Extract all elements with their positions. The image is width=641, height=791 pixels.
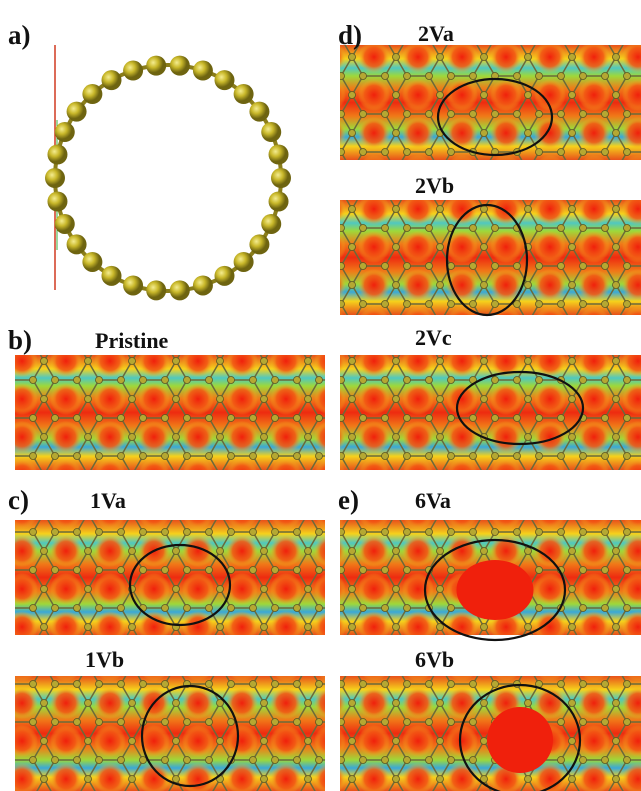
atom xyxy=(249,234,269,254)
atom xyxy=(269,145,289,165)
map-lattice xyxy=(15,520,325,635)
map-lattice xyxy=(340,200,641,315)
figure: a) b) Pristine c) 1Va 1Vb d) 2Va 2Vb 2Vc e) 6Va 6Vb xyxy=(0,0,641,791)
atom xyxy=(82,252,102,272)
panel-label: e) xyxy=(338,485,359,515)
atom xyxy=(234,84,254,104)
panel-label: a) xyxy=(8,20,31,50)
atom xyxy=(215,266,235,286)
map-title: 1Va xyxy=(90,488,126,513)
panel-label: c) xyxy=(8,485,29,515)
map-lattice xyxy=(340,355,641,470)
panel-label: b) xyxy=(8,325,32,355)
atom xyxy=(261,214,281,234)
map-title: 1Vb xyxy=(85,647,124,672)
density-map xyxy=(15,520,325,635)
atom xyxy=(170,56,190,76)
density-map xyxy=(340,676,641,791)
atom xyxy=(146,56,166,76)
ring-atoms xyxy=(45,56,291,301)
atom xyxy=(67,102,87,122)
vacancy-blob xyxy=(457,560,534,620)
map-title: 6Va xyxy=(415,488,451,513)
atom xyxy=(249,102,269,122)
atom xyxy=(45,168,65,188)
atom xyxy=(82,84,102,104)
atom xyxy=(193,275,213,295)
atom xyxy=(215,70,235,90)
density-map xyxy=(340,355,641,470)
atom xyxy=(123,275,143,295)
density-map xyxy=(15,355,325,470)
density-map xyxy=(340,520,641,640)
density-map xyxy=(15,676,325,791)
atom xyxy=(102,70,122,90)
density-map xyxy=(340,45,641,160)
atom xyxy=(47,145,67,165)
atom xyxy=(271,168,291,188)
atom xyxy=(102,266,122,286)
panel-label: d) xyxy=(338,20,362,50)
atom xyxy=(269,191,289,211)
vacancy-blob xyxy=(487,707,553,773)
map-title: 2Va xyxy=(418,21,454,46)
atom xyxy=(47,191,67,211)
map-title: Pristine xyxy=(95,328,169,353)
atom xyxy=(193,61,213,81)
map-title: 6Vb xyxy=(415,647,454,672)
atom xyxy=(55,122,75,142)
atom xyxy=(146,280,166,300)
atom xyxy=(123,61,143,81)
map-lattice xyxy=(15,676,325,791)
atom xyxy=(170,280,190,300)
atom xyxy=(261,122,281,142)
map-title: 2Vb xyxy=(415,173,454,198)
map-lattice xyxy=(15,355,325,470)
atom xyxy=(67,234,87,254)
map-lattice xyxy=(340,45,641,160)
atom xyxy=(55,214,75,234)
map-title: 2Vc xyxy=(415,325,452,350)
atom xyxy=(234,252,254,272)
density-map xyxy=(340,200,641,315)
